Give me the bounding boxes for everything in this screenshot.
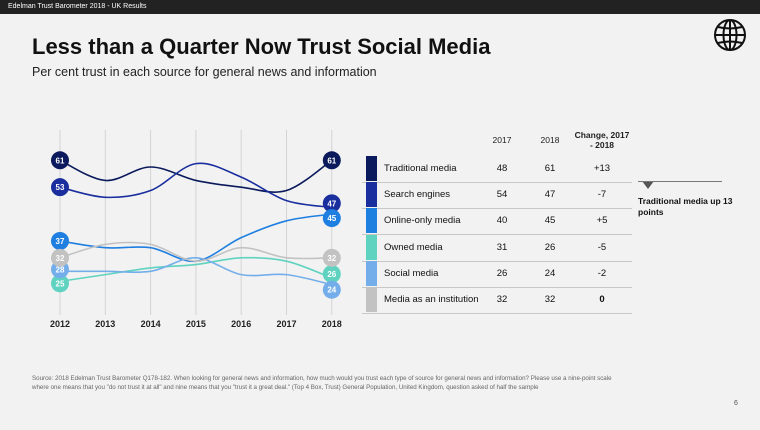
- series-marker: [51, 274, 69, 293]
- table-header: 2017 2018 Change, 2017 - 2018: [362, 130, 632, 154]
- globe-icon: [714, 19, 746, 51]
- row-value-change: -2: [597, 267, 607, 279]
- row-value-v2017: 31: [496, 241, 508, 253]
- series-marker: [51, 178, 69, 197]
- series-marker: [322, 194, 341, 213]
- series-line: [59, 159, 333, 193]
- row-value-change: -5: [597, 241, 607, 253]
- row-value-v2018: 24: [544, 267, 556, 279]
- row-value-v2017: 40: [496, 215, 508, 227]
- top-bar-text: Edelman Trust Barometer 2018 - UK Result…: [8, 3, 147, 10]
- callout-text: Traditional media up 13 points: [638, 196, 733, 217]
- page-number: 6: [734, 400, 738, 407]
- series-marker: [51, 248, 69, 267]
- series-marker: [322, 209, 341, 228]
- data-label: 26: [327, 270, 336, 279]
- series-marker: [322, 280, 341, 299]
- series-line: [59, 162, 332, 209]
- row-value-v2017: 48: [496, 163, 508, 174]
- chart-lines: [59, 159, 333, 286]
- x-tick-label: 2018: [322, 319, 342, 329]
- callout-triangle-icon: [642, 181, 654, 189]
- series-swatch: [366, 156, 377, 181]
- row-value-v2018: 45: [544, 215, 556, 227]
- row-label: Online-only media: [384, 215, 461, 227]
- row-value-change: +5: [596, 215, 608, 227]
- series-marker: [322, 265, 341, 283]
- row-label: Search engines: [384, 189, 451, 201]
- table-row: Online-only media 40 45 +5: [362, 208, 632, 236]
- series-marker: [51, 232, 69, 250]
- header-change: Change, 2017 - 2018: [574, 130, 630, 150]
- header-2017: 2017: [492, 135, 512, 145]
- row-value-v2018: 47: [544, 189, 556, 201]
- header-2018: 2018: [540, 135, 560, 145]
- x-tick-label: 2013: [95, 319, 115, 329]
- data-label: 24: [327, 286, 336, 295]
- chart-markers: 61 61 53 47 37 45 25 26 28 24 32 32: [51, 151, 341, 299]
- series-line: [59, 256, 333, 283]
- data-label: 53: [56, 183, 65, 192]
- data-label: 25: [56, 279, 65, 288]
- series-swatch: [366, 208, 377, 234]
- data-label: 61: [56, 156, 65, 165]
- chart-gridlines: [59, 130, 333, 315]
- row-value-v2017: 32: [496, 294, 508, 305]
- top-bar: Edelman Trust Barometer 2018 - UK Result…: [0, 0, 760, 14]
- row-value-change: 0: [599, 294, 605, 305]
- data-label: 32: [327, 254, 336, 263]
- data-label: 61: [327, 156, 336, 165]
- series-swatch: [366, 182, 377, 208]
- row-label: Owned media: [384, 241, 443, 253]
- x-tick-label: 2016: [231, 319, 251, 329]
- table-row: Social media 26 24 -2: [362, 260, 632, 288]
- data-label: 37: [56, 237, 65, 246]
- table-row: Owned media 31 26 -5: [362, 234, 632, 262]
- row-value-v2018: 26: [544, 241, 556, 253]
- x-tick-label: 2014: [141, 319, 161, 329]
- row-value-v2018: 61: [544, 163, 556, 174]
- row-label: Traditional media: [384, 163, 457, 174]
- x-tick-label: 2012: [50, 319, 70, 329]
- row-value-v2017: 26: [496, 267, 508, 279]
- row-value-v2018: 32: [544, 294, 556, 305]
- series-swatch: [366, 234, 377, 260]
- table-row: Traditional media 48 61 +13: [362, 156, 632, 183]
- data-label: 47: [327, 199, 336, 208]
- slide-subtitle: Per cent trust in each source for genera…: [32, 65, 377, 79]
- row-value-change: -7: [597, 189, 607, 201]
- series-swatch: [366, 260, 377, 286]
- callout-divider: [638, 181, 722, 182]
- x-tick-label: 2017: [276, 319, 296, 329]
- row-value-change: +13: [593, 163, 611, 174]
- series-marker: [322, 151, 341, 170]
- data-label: 28: [56, 265, 65, 274]
- series-line: [59, 241, 332, 262]
- slide-title: Less than a Quarter Now Trust Social Med…: [32, 34, 491, 59]
- row-label: Social media: [384, 267, 439, 279]
- x-tick-label: 2015: [186, 319, 206, 329]
- data-label: 32: [56, 254, 65, 263]
- row-value-v2017: 54: [496, 189, 508, 201]
- x-axis-labels: 2012 2013 2014 2015 2016 2017 2018: [50, 319, 342, 329]
- series-line: [60, 257, 332, 286]
- series-marker: [51, 151, 69, 170]
- source-note: Source: 2018 Edelman Trust Barometer Q17…: [32, 375, 612, 391]
- row-label: Media as an institution: [384, 294, 479, 305]
- data-label: 45: [327, 214, 336, 223]
- series-swatch: [366, 287, 377, 312]
- table-row: Media as an institution 32 32 0: [362, 287, 632, 314]
- table-row: Search engines 54 47 -7: [362, 182, 632, 210]
- series-marker: [322, 248, 341, 267]
